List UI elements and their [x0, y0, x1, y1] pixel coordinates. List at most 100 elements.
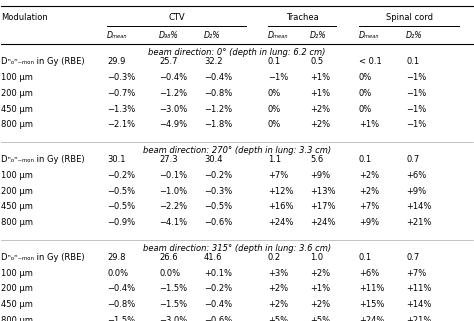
Text: Spinal cord: Spinal cord: [385, 13, 433, 22]
Text: +12%: +12%: [268, 187, 293, 195]
Text: 0.1: 0.1: [359, 253, 372, 262]
Text: −1%: −1%: [406, 120, 427, 129]
Text: −0.5%: −0.5%: [107, 187, 135, 195]
Text: +7%: +7%: [268, 171, 288, 180]
Text: −4.9%: −4.9%: [159, 120, 187, 129]
Text: D₂%: D₂%: [406, 31, 423, 40]
Text: +24%: +24%: [268, 218, 293, 227]
Text: 0%: 0%: [359, 73, 372, 82]
Text: −1%: −1%: [406, 89, 427, 98]
Text: −0.2%: −0.2%: [107, 171, 135, 180]
Text: Dⁿₒⁿ₋ₘₒₙ in Gy (RBE): Dⁿₒⁿ₋ₘₒₙ in Gy (RBE): [0, 155, 84, 164]
Text: 41.6: 41.6: [204, 253, 222, 262]
Text: 800 μm: 800 μm: [0, 218, 33, 227]
Text: Trachea: Trachea: [286, 13, 319, 22]
Text: −2.1%: −2.1%: [107, 120, 135, 129]
Text: +15%: +15%: [359, 300, 384, 309]
Text: −0.6%: −0.6%: [204, 316, 232, 321]
Text: +14%: +14%: [406, 203, 431, 212]
Text: 0.5: 0.5: [310, 57, 323, 66]
Text: +24%: +24%: [310, 218, 336, 227]
Text: −1.5%: −1.5%: [107, 316, 135, 321]
Text: Dⁿₒⁿ₋ₘₒₙ in Gy (RBE): Dⁿₒⁿ₋ₘₒₙ in Gy (RBE): [0, 253, 84, 262]
Text: Dₘₑₐₙ: Dₘₑₐₙ: [107, 31, 128, 40]
Text: −1.8%: −1.8%: [204, 120, 232, 129]
Text: +11%: +11%: [359, 284, 384, 293]
Text: 32.2: 32.2: [204, 57, 222, 66]
Text: −2.2%: −2.2%: [159, 203, 187, 212]
Text: +6%: +6%: [406, 171, 427, 180]
Text: −1.0%: −1.0%: [159, 187, 187, 195]
Text: 1.0: 1.0: [310, 253, 323, 262]
Text: +5%: +5%: [268, 316, 288, 321]
Text: +5%: +5%: [310, 316, 330, 321]
Text: 0%: 0%: [359, 105, 372, 114]
Text: D₂%: D₂%: [204, 31, 221, 40]
Text: +2%: +2%: [310, 269, 330, 278]
Text: 5.6: 5.6: [310, 155, 323, 164]
Text: 200 μm: 200 μm: [0, 187, 33, 195]
Text: +16%: +16%: [268, 203, 293, 212]
Text: +13%: +13%: [310, 187, 336, 195]
Text: +2%: +2%: [268, 284, 288, 293]
Text: Dₘₑₐₙ: Dₘₑₐₙ: [359, 31, 379, 40]
Text: 450 μm: 450 μm: [0, 105, 33, 114]
Text: 0.1: 0.1: [359, 155, 372, 164]
Text: −3.0%: −3.0%: [159, 316, 187, 321]
Text: +9%: +9%: [310, 171, 330, 180]
Text: +2%: +2%: [310, 300, 330, 309]
Text: −1.2%: −1.2%: [204, 105, 232, 114]
Text: Dₘₑₐₙ: Dₘₑₐₙ: [268, 31, 288, 40]
Text: 450 μm: 450 μm: [0, 203, 33, 212]
Text: 100 μm: 100 μm: [0, 171, 33, 180]
Text: −0.5%: −0.5%: [107, 203, 135, 212]
Text: 200 μm: 200 μm: [0, 89, 33, 98]
Text: 0.7: 0.7: [406, 155, 419, 164]
Text: −0.4%: −0.4%: [107, 284, 135, 293]
Text: 0.7: 0.7: [406, 253, 419, 262]
Text: +1%: +1%: [310, 284, 330, 293]
Text: 29.8: 29.8: [107, 253, 126, 262]
Text: D₉₈%: D₉₈%: [159, 31, 179, 40]
Text: CTV: CTV: [168, 13, 185, 22]
Text: 29.9: 29.9: [107, 57, 126, 66]
Text: −0.4%: −0.4%: [204, 73, 232, 82]
Text: beam direction: 270° (depth in lung: 3.3 cm): beam direction: 270° (depth in lung: 3.3…: [143, 146, 331, 155]
Text: Modulation: Modulation: [0, 13, 47, 22]
Text: +14%: +14%: [406, 300, 431, 309]
Text: 0.1: 0.1: [406, 57, 419, 66]
Text: −0.4%: −0.4%: [159, 73, 187, 82]
Text: −1.5%: −1.5%: [159, 300, 187, 309]
Text: −0.3%: −0.3%: [107, 73, 135, 82]
Text: 27.3: 27.3: [159, 155, 178, 164]
Text: +1%: +1%: [310, 89, 330, 98]
Text: 100 μm: 100 μm: [0, 269, 33, 278]
Text: +1%: +1%: [359, 120, 379, 129]
Text: beam direction: 315° (depth in lung: 3.6 cm): beam direction: 315° (depth in lung: 3.6…: [143, 244, 331, 253]
Text: +2%: +2%: [359, 171, 379, 180]
Text: +9%: +9%: [406, 187, 426, 195]
Text: 0.0%: 0.0%: [159, 269, 180, 278]
Text: 200 μm: 200 μm: [0, 284, 33, 293]
Text: 800 μm: 800 μm: [0, 120, 33, 129]
Text: −4.1%: −4.1%: [159, 218, 187, 227]
Text: −0.2%: −0.2%: [204, 171, 232, 180]
Text: +21%: +21%: [406, 218, 431, 227]
Text: −1%: −1%: [268, 73, 288, 82]
Text: 1.1: 1.1: [268, 155, 281, 164]
Text: 0.1: 0.1: [268, 57, 281, 66]
Text: 0.2: 0.2: [268, 253, 281, 262]
Text: +2%: +2%: [310, 120, 330, 129]
Text: +11%: +11%: [406, 284, 431, 293]
Text: +3%: +3%: [268, 269, 288, 278]
Text: +1%: +1%: [310, 73, 330, 82]
Text: 0%: 0%: [268, 89, 281, 98]
Text: −0.8%: −0.8%: [204, 89, 232, 98]
Text: −0.1%: −0.1%: [159, 171, 187, 180]
Text: D₂%: D₂%: [310, 31, 327, 40]
Text: < 0.1: < 0.1: [359, 57, 382, 66]
Text: +24%: +24%: [359, 316, 384, 321]
Text: +7%: +7%: [406, 269, 427, 278]
Text: −0.9%: −0.9%: [107, 218, 135, 227]
Text: −0.5%: −0.5%: [204, 203, 232, 212]
